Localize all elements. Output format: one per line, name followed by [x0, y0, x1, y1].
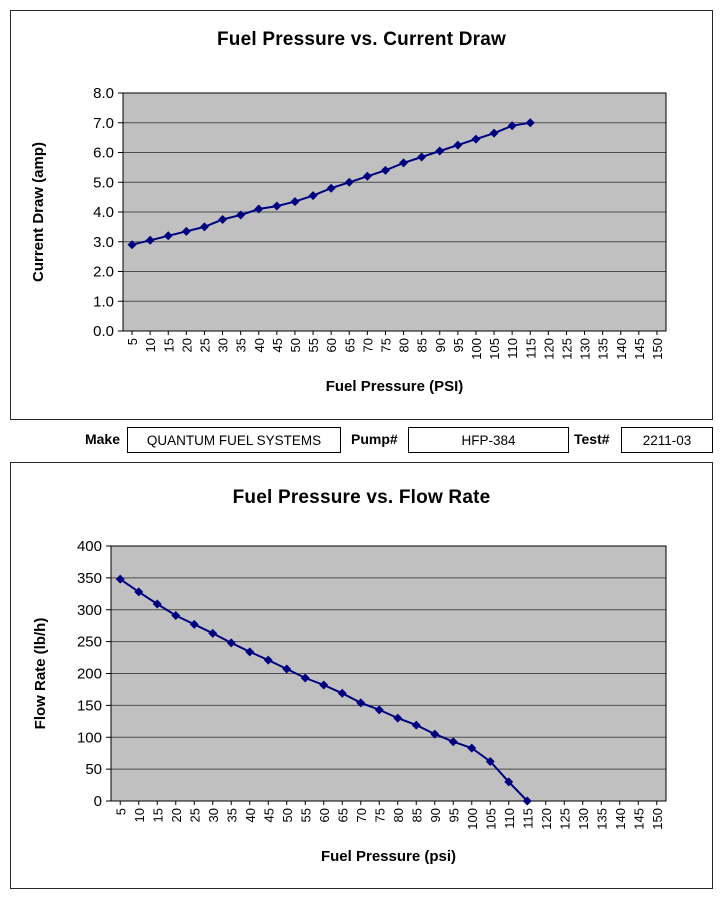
svg-text:15: 15 — [150, 808, 165, 822]
svg-text:3.0: 3.0 — [93, 234, 114, 251]
svg-text:80: 80 — [391, 808, 406, 822]
make-label: Make — [84, 431, 120, 447]
svg-text:5.0: 5.0 — [93, 174, 114, 191]
svg-text:2.0: 2.0 — [93, 264, 114, 281]
svg-text:110: 110 — [502, 808, 517, 829]
svg-text:45: 45 — [261, 808, 276, 822]
test-number-label: Test# — [574, 431, 610, 447]
svg-text:115: 115 — [520, 808, 535, 829]
svg-text:70: 70 — [354, 808, 369, 822]
svg-text:110: 110 — [505, 338, 520, 359]
svg-text:115: 115 — [523, 338, 538, 359]
svg-text:20: 20 — [169, 808, 184, 822]
svg-text:80: 80 — [397, 338, 412, 352]
svg-text:Fuel Pressure (psi): Fuel Pressure (psi) — [321, 848, 456, 865]
svg-text:350: 350 — [77, 570, 102, 587]
pump-number-value: HFP-384 — [461, 432, 516, 448]
svg-text:145: 145 — [632, 338, 647, 360]
svg-text:400: 400 — [77, 538, 102, 555]
svg-text:125: 125 — [559, 338, 574, 360]
svg-text:30: 30 — [206, 808, 221, 822]
svg-text:60: 60 — [317, 808, 332, 822]
pump-number-value-box: HFP-384 — [408, 427, 569, 453]
svg-text:145: 145 — [631, 808, 646, 830]
svg-text:250: 250 — [77, 634, 102, 651]
svg-text:140: 140 — [614, 338, 629, 360]
svg-text:150: 150 — [650, 808, 665, 830]
svg-text:300: 300 — [77, 602, 102, 619]
svg-text:Flow Rate (lb/h): Flow Rate (lb/h) — [32, 618, 49, 730]
svg-text:60: 60 — [324, 338, 339, 352]
svg-text:135: 135 — [596, 338, 611, 360]
svg-text:1.0: 1.0 — [93, 293, 114, 310]
svg-text:75: 75 — [372, 808, 387, 822]
svg-text:70: 70 — [360, 338, 375, 352]
svg-text:15: 15 — [161, 338, 176, 352]
svg-text:10: 10 — [143, 338, 158, 352]
test-number-value: 2211-03 — [642, 432, 692, 448]
svg-text:95: 95 — [451, 338, 466, 352]
chart-title-current-draw: Fuel Pressure vs. Current Draw — [217, 29, 506, 50]
svg-text:25: 25 — [187, 808, 202, 822]
flow-rate-plot: 0 50 100 150 200 250 300 350 400 5 10 15 20 25 30 35 40 4… — [32, 538, 667, 865]
svg-text:4.0: 4.0 — [93, 204, 114, 221]
svg-text:50: 50 — [280, 808, 295, 822]
current-draw-plot: 0.0 1.0 2.0 3.0 4.0 5.0 6.0 7.0 8.0 5 10 15 20 25 30 35… — [30, 85, 667, 395]
svg-text:65: 65 — [342, 338, 357, 352]
current-draw-chart-panel: Fuel Pressure vs. Current Draw 0.0 1.0 2.0… — [10, 10, 713, 420]
svg-text:85: 85 — [409, 808, 424, 822]
svg-text:50: 50 — [288, 338, 303, 352]
svg-text:140: 140 — [613, 808, 628, 830]
make-value-box: QUANTUM FUEL SYSTEMS — [127, 427, 341, 453]
svg-text:125: 125 — [557, 808, 572, 830]
svg-text:105: 105 — [487, 338, 502, 360]
svg-text:40: 40 — [243, 808, 258, 822]
chart-title-flow-rate: Fuel Pressure vs. Flow Rate — [232, 487, 491, 508]
svg-text:55: 55 — [306, 338, 321, 352]
svg-text:Current Draw (amp): Current Draw (amp) — [30, 142, 47, 282]
flow-rate-chart-panel: Fuel Pressure vs. Flow Rate 0 50 100 150 200… — [10, 462, 713, 889]
svg-text:150: 150 — [77, 697, 102, 714]
svg-text:120: 120 — [541, 338, 556, 360]
svg-text:130: 130 — [578, 338, 593, 360]
svg-text:75: 75 — [378, 338, 393, 352]
svg-text:135: 135 — [594, 808, 609, 830]
svg-text:0: 0 — [94, 793, 102, 810]
pump-number-label: Pump# — [351, 431, 398, 447]
test-number-value-box: 2211-03 — [621, 427, 713, 453]
svg-text:85: 85 — [415, 338, 430, 352]
svg-text:25: 25 — [197, 338, 212, 352]
svg-text:100: 100 — [465, 808, 480, 830]
svg-text:55: 55 — [298, 808, 313, 822]
svg-text:150: 150 — [650, 338, 665, 360]
svg-text:65: 65 — [335, 808, 350, 822]
make-value: QUANTUM FUEL SYSTEMS — [146, 432, 322, 448]
svg-text:45: 45 — [270, 338, 285, 352]
svg-text:130: 130 — [576, 808, 591, 830]
svg-text:105: 105 — [483, 808, 498, 830]
svg-text:90: 90 — [433, 338, 448, 352]
svg-text:50: 50 — [85, 761, 102, 778]
svg-text:35: 35 — [224, 808, 239, 822]
svg-text:8.0: 8.0 — [93, 85, 114, 102]
svg-text:120: 120 — [539, 808, 554, 830]
svg-text:5: 5 — [125, 338, 140, 345]
svg-text:40: 40 — [252, 338, 267, 352]
svg-text:10: 10 — [132, 808, 147, 822]
svg-text:30: 30 — [216, 338, 231, 352]
svg-text:0.0: 0.0 — [93, 323, 114, 340]
svg-text:Fuel Pressure (PSI): Fuel Pressure (PSI) — [326, 378, 464, 395]
svg-text:5: 5 — [113, 808, 128, 815]
svg-text:100: 100 — [469, 338, 484, 360]
svg-text:95: 95 — [446, 808, 461, 822]
svg-text:7.0: 7.0 — [93, 115, 114, 132]
svg-text:200: 200 — [77, 666, 102, 683]
svg-text:90: 90 — [428, 808, 443, 822]
svg-text:100: 100 — [77, 729, 102, 746]
svg-text:6.0: 6.0 — [93, 145, 114, 162]
svg-text:35: 35 — [234, 338, 249, 352]
svg-text:20: 20 — [179, 338, 194, 352]
